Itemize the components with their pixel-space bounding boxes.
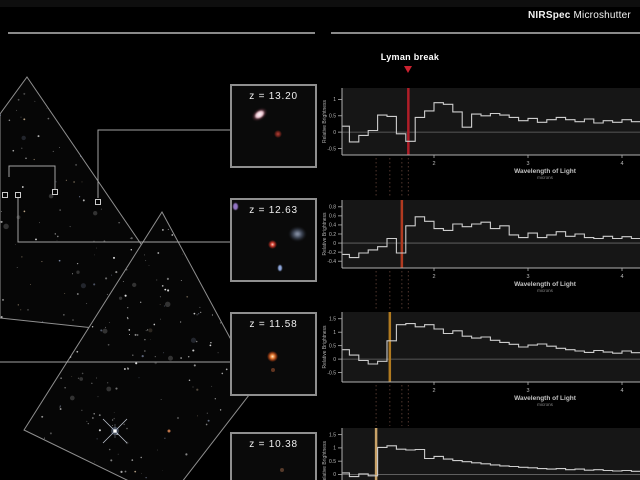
svg-text:-0.4: -0.4	[327, 259, 336, 265]
galaxy-cutout-z11-58: z = 11.58	[230, 312, 317, 396]
svg-text:0: 0	[333, 130, 336, 136]
svg-text:Relative Brightness: Relative Brightness	[322, 440, 328, 480]
redshift-label: z = 11.58	[249, 319, 298, 330]
svg-text:Wavelength of Light: Wavelength of Light	[514, 281, 577, 288]
svg-text:1.5: 1.5	[329, 432, 336, 438]
svg-text:Wavelength of Light: Wavelength of Light	[514, 168, 577, 175]
galaxy-cutout-z10-38: z = 10.38	[230, 432, 317, 480]
svg-text:1: 1	[333, 97, 336, 103]
redshift-label: z = 10.38	[249, 439, 298, 450]
svg-text:2: 2	[432, 274, 435, 280]
svg-text:3: 3	[526, 388, 529, 394]
foreground-galaxy-blob	[249, 105, 270, 124]
faint-star-dot	[280, 468, 284, 472]
svg-text:0.5: 0.5	[329, 114, 336, 120]
svg-text:1: 1	[333, 330, 336, 336]
redshift-label: z = 12.63	[249, 205, 298, 216]
svg-text:-0.2: -0.2	[327, 250, 336, 256]
svg-text:0: 0	[333, 472, 336, 478]
page-title-bold: NIRSpec	[528, 10, 571, 21]
galaxy-cutout-z13-20: z = 13.20	[230, 84, 317, 168]
svg-text:1: 1	[333, 446, 336, 452]
svg-text:3: 3	[526, 161, 529, 167]
svg-text:2: 2	[432, 388, 435, 394]
svg-text:0.6: 0.6	[329, 214, 336, 220]
svg-text:microns: microns	[537, 175, 554, 180]
redshift-label: z = 13.20	[249, 91, 298, 102]
svg-text:Wavelength of Light: Wavelength of Light	[514, 395, 577, 402]
page-title: NIRSpec Microshutter	[528, 10, 631, 21]
high-z-galaxy-dot	[267, 351, 278, 362]
top-strip	[0, 0, 640, 7]
svg-text:0.8: 0.8	[329, 205, 336, 211]
foreground-galaxy-blob	[289, 227, 306, 241]
svg-text:Relative Brightness: Relative Brightness	[322, 99, 328, 143]
svg-text:Relative Brightness: Relative Brightness	[322, 325, 328, 369]
faint-star-dot	[278, 265, 282, 271]
svg-text:0: 0	[333, 357, 336, 363]
lyman-break-label: Lyman break	[380, 52, 440, 62]
svg-text:-0.5: -0.5	[327, 370, 336, 376]
svg-text:microns: microns	[537, 402, 554, 407]
svg-text:2: 2	[432, 161, 435, 167]
high-z-galaxy-dot	[268, 240, 277, 249]
svg-text:microns: microns	[537, 288, 554, 293]
svg-text:1.5: 1.5	[329, 317, 336, 323]
svg-text:0.4: 0.4	[329, 223, 336, 229]
svg-text:0.5: 0.5	[329, 343, 336, 349]
faint-star-dot	[233, 203, 238, 210]
page-title-rest: Microshutter	[570, 10, 631, 21]
svg-text:4: 4	[620, 274, 623, 280]
high-z-galaxy-dot	[274, 130, 282, 138]
galaxy-cutout-z12-63: z = 12.63	[230, 198, 317, 282]
svg-text:4: 4	[620, 161, 623, 167]
faint-star-dot	[271, 368, 275, 372]
svg-text:0: 0	[333, 241, 336, 247]
header-divider-left	[8, 32, 315, 34]
svg-text:3: 3	[526, 274, 529, 280]
svg-text:Relative Brightness: Relative Brightness	[322, 212, 328, 256]
svg-text:-0.5: -0.5	[327, 146, 336, 152]
svg-text:0.5: 0.5	[329, 459, 336, 465]
svg-text:0.2: 0.2	[329, 232, 336, 238]
header-divider-right	[331, 32, 640, 34]
svg-text:4: 4	[620, 388, 623, 394]
